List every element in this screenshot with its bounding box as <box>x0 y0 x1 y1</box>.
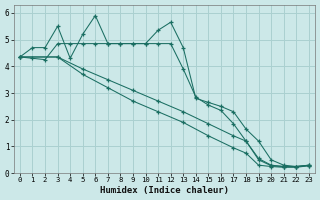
X-axis label: Humidex (Indice chaleur): Humidex (Indice chaleur) <box>100 186 229 195</box>
